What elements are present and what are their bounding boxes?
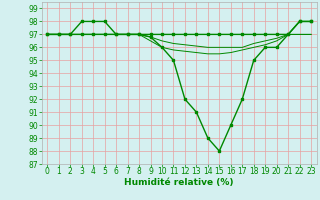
X-axis label: Humidité relative (%): Humidité relative (%)	[124, 178, 234, 187]
